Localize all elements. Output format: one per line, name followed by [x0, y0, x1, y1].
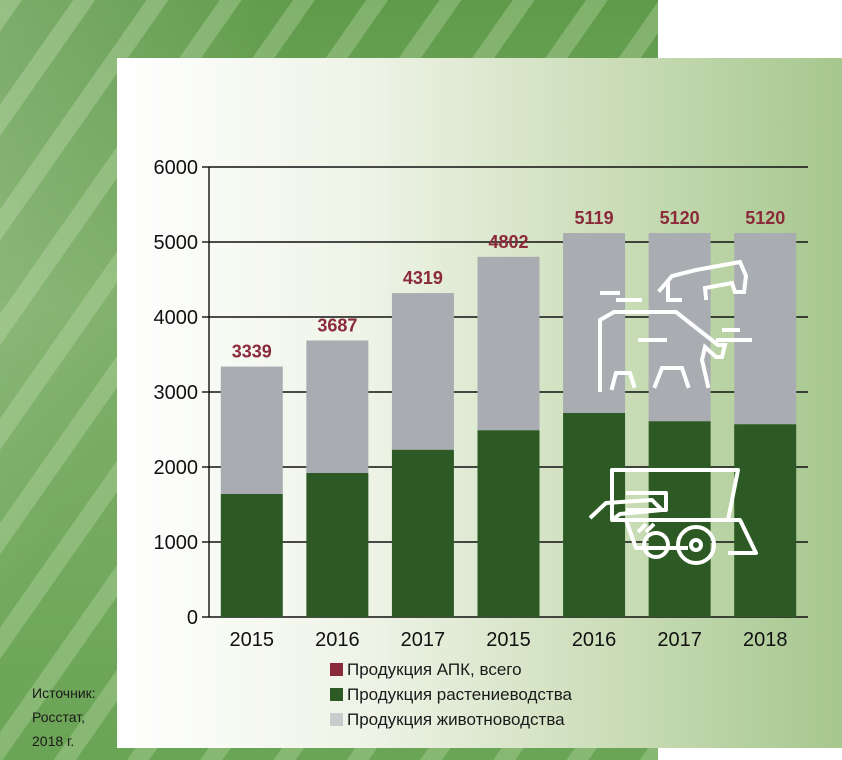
total-label: 3687: [317, 315, 357, 335]
bar-animal: [220, 366, 283, 494]
bar-plant: [220, 494, 283, 617]
x-tick-label: 2017: [657, 629, 702, 651]
total-label: 5120: [660, 208, 700, 228]
x-tick-label: 2018: [743, 629, 788, 651]
total-label: 4319: [403, 268, 443, 288]
source-line-1: Источник:: [32, 685, 96, 701]
bar-plant: [391, 449, 454, 617]
legend: Продукция АПК, всего Продукция растениев…: [330, 657, 730, 732]
x-tick-label: 2015: [486, 629, 531, 651]
legend-item-plant: Продукция растениеводства: [330, 682, 730, 707]
legend-item-animal: Продукция животноводства: [330, 707, 730, 732]
total-label: 5119: [575, 208, 614, 228]
x-axis-labels: 2015 2016 2017 2015 2016 2017 2018: [230, 629, 788, 651]
legend-swatch-plant: [330, 688, 343, 701]
y-tick-label: 3000: [154, 382, 199, 404]
bar-animal: [391, 293, 454, 450]
bar-plant: [734, 424, 797, 617]
combine-harvester-icon: [588, 468, 758, 565]
total-label: 4802: [488, 232, 528, 252]
cattle-icon: [598, 259, 752, 392]
source-line-2: Росстат,: [32, 709, 85, 725]
source-note: Источник: Росстат, 2018 г.: [32, 681, 117, 753]
bar-animal: [734, 233, 797, 425]
y-tick-label: 6000: [154, 157, 199, 179]
x-tick-label: 2016: [315, 629, 360, 651]
x-tick-label: 2015: [230, 629, 275, 651]
total-label: 3339: [232, 342, 272, 362]
y-tick-label: 0: [187, 607, 198, 629]
bar-animal: [563, 233, 626, 413]
x-tick-label: 2017: [401, 629, 446, 651]
y-tick-label: 5000: [154, 232, 199, 254]
bar-animal: [648, 233, 711, 422]
legend-item-total: Продукция АПК, всего: [330, 657, 730, 682]
bar-animal: [477, 256, 540, 431]
legend-swatch-total: [330, 663, 343, 676]
x-tick-label: 2016: [572, 629, 617, 651]
total-label: 5120: [745, 208, 785, 228]
legend-label-plant: Продукция растениеводства: [347, 685, 572, 704]
bar-plant: [477, 430, 540, 617]
bar-animal: [306, 340, 369, 473]
y-axis: 0 1000 2000 3000 4000 5000 6000: [154, 157, 210, 629]
legend-swatch-animal: [330, 713, 343, 726]
y-tick-label: 4000: [154, 307, 199, 329]
source-line-3: 2018 г.: [32, 733, 75, 749]
y-tick-label: 2000: [154, 457, 199, 479]
legend-label-animal: Продукция животноводства: [347, 710, 565, 729]
bars: 3339 3687 4319 4802 5119 5120 5120: [220, 208, 797, 617]
legend-label-total: Продукция АПК, всего: [347, 660, 522, 679]
icons: [588, 259, 758, 565]
bar-plant: [306, 473, 369, 617]
y-tick-label: 1000: [154, 532, 199, 554]
